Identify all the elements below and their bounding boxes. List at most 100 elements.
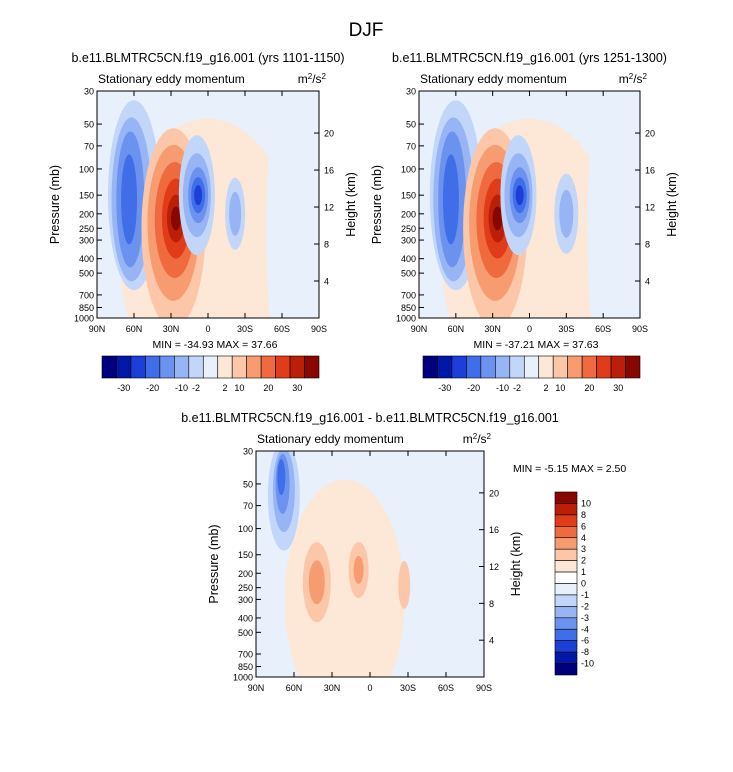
panels: b.e11.BLMTRC5CN.f19_g16.001 (yrs 1101-11…: [48, 51, 679, 693]
y-tick-label: 100: [238, 524, 253, 534]
colorbar-box: [260, 355, 276, 379]
colorbar-box: [554, 548, 578, 561]
x-tick-label: 60S: [438, 683, 454, 693]
colorbar-label: 20: [263, 383, 273, 393]
contour-region: [353, 555, 364, 584]
height-tick-label: 16: [324, 166, 334, 176]
contour-region: [559, 189, 574, 238]
x-tick-label: 0: [527, 324, 532, 334]
colorbar-box: [116, 355, 132, 379]
x-tick-label: 90N: [89, 324, 106, 334]
height-tick-label: 20: [324, 129, 334, 139]
height-tick-label: 4: [489, 636, 494, 646]
colorbar-label: 2: [222, 383, 227, 393]
x-tick-label: 60N: [126, 324, 143, 334]
y-tick-label: 400: [238, 613, 253, 623]
x-tick-label: 60N: [448, 324, 465, 334]
colorbar-box: [275, 355, 291, 379]
colorbar-box: [554, 628, 578, 641]
colorbar-box: [538, 355, 554, 379]
contour-fills: [108, 91, 311, 318]
y-tick-label: 250: [238, 583, 253, 593]
y-tick-label: 300: [238, 595, 253, 605]
contour-region: [277, 459, 286, 496]
colorbar-label: -30: [438, 383, 451, 393]
colorbar-box: [554, 491, 578, 504]
colorbar-box: [202, 355, 219, 379]
colorbar-box: [554, 560, 578, 573]
colorbar-label: -20: [467, 383, 480, 393]
left-string: Stationary eddy momentum: [257, 432, 404, 446]
colorbar-label: 10: [555, 383, 565, 393]
y-tick-label: 700: [401, 290, 416, 300]
colorbar-label: 4: [581, 533, 586, 543]
colorbar-box: [174, 355, 190, 379]
x-tick-label: 90N: [248, 683, 265, 693]
colorbar-box: [101, 355, 117, 379]
colorbar-box: [567, 355, 583, 379]
height-tick-label: 8: [324, 240, 329, 250]
height-tick-label: 20: [489, 488, 499, 498]
y-tick-label: 100: [79, 164, 94, 174]
y-tick-label: 150: [401, 191, 416, 201]
x-tick-label: 30N: [324, 683, 341, 693]
y-axis-label: Pressure (mb): [370, 165, 384, 244]
y-tick-label: 700: [79, 290, 94, 300]
colorbar-label: 30: [613, 383, 623, 393]
x-tick-label: 30S: [558, 324, 574, 334]
height-tick-label: 12: [645, 203, 655, 213]
height-tick-label: 12: [324, 203, 334, 213]
colorbar-box: [495, 355, 511, 379]
y-tick-label: 70: [406, 141, 416, 151]
y-tick-label: 850: [238, 662, 253, 672]
contour-region: [194, 185, 203, 206]
left-string: Stationary eddy momentum: [420, 72, 567, 86]
y-tick-label: 850: [79, 303, 94, 313]
colorbar-label: -2: [192, 383, 200, 393]
colorbar-box: [466, 355, 482, 379]
contour-region: [515, 185, 524, 206]
colorbar-label: 0: [581, 579, 586, 589]
colorbar-box: [217, 355, 233, 379]
colorbar-label: 2: [581, 556, 586, 566]
colorbar-box: [289, 355, 305, 379]
colorbar-box: [188, 355, 204, 379]
min-max-stats: MIN = -34.93 MAX = 37.66: [153, 339, 278, 351]
colorbar-label: 10: [234, 383, 244, 393]
contour-region: [121, 154, 138, 245]
x-tick-label: 90N: [411, 324, 428, 334]
colorbar-box: [231, 355, 247, 379]
colorbar-box: [554, 526, 578, 539]
x-tick-label: 0: [367, 683, 372, 693]
colorbar-label: -2: [581, 601, 589, 611]
height-tick-label: 4: [324, 277, 329, 287]
contour-region: [442, 154, 459, 245]
colorbar-label: 3: [581, 544, 586, 554]
contour-region: [170, 206, 181, 231]
colorbar-box: [159, 355, 175, 379]
colorbar-box: [130, 355, 146, 379]
contour-fills: [265, 451, 476, 677]
x-tick-label: 90S: [311, 324, 327, 334]
colorbar-box: [554, 503, 578, 516]
colorbar: -30 -20 -10 -2 2 10 20 30: [422, 355, 641, 393]
colorbar-box: [509, 355, 525, 379]
colorbar-box: [451, 355, 467, 379]
contour-region: [229, 191, 242, 236]
y-tick-label: 1000: [233, 673, 253, 683]
y-tick-label: 200: [401, 209, 416, 219]
colorbar-label: -20: [146, 383, 159, 393]
colorbar-box: [422, 355, 438, 379]
contour-region: [284, 479, 405, 677]
y-tick-label: 30: [406, 87, 416, 97]
colorbar-label: -2: [513, 383, 521, 393]
colorbar-box: [625, 355, 641, 379]
units-label: m2/s2: [298, 72, 327, 87]
x-tick-label: 90S: [632, 324, 648, 334]
colorbar-box: [246, 355, 262, 379]
x-tick-label: 30N: [484, 324, 501, 334]
y-tick-label: 250: [401, 224, 416, 234]
height-tick-label: 12: [489, 562, 499, 572]
colorbar-box: [437, 355, 453, 379]
